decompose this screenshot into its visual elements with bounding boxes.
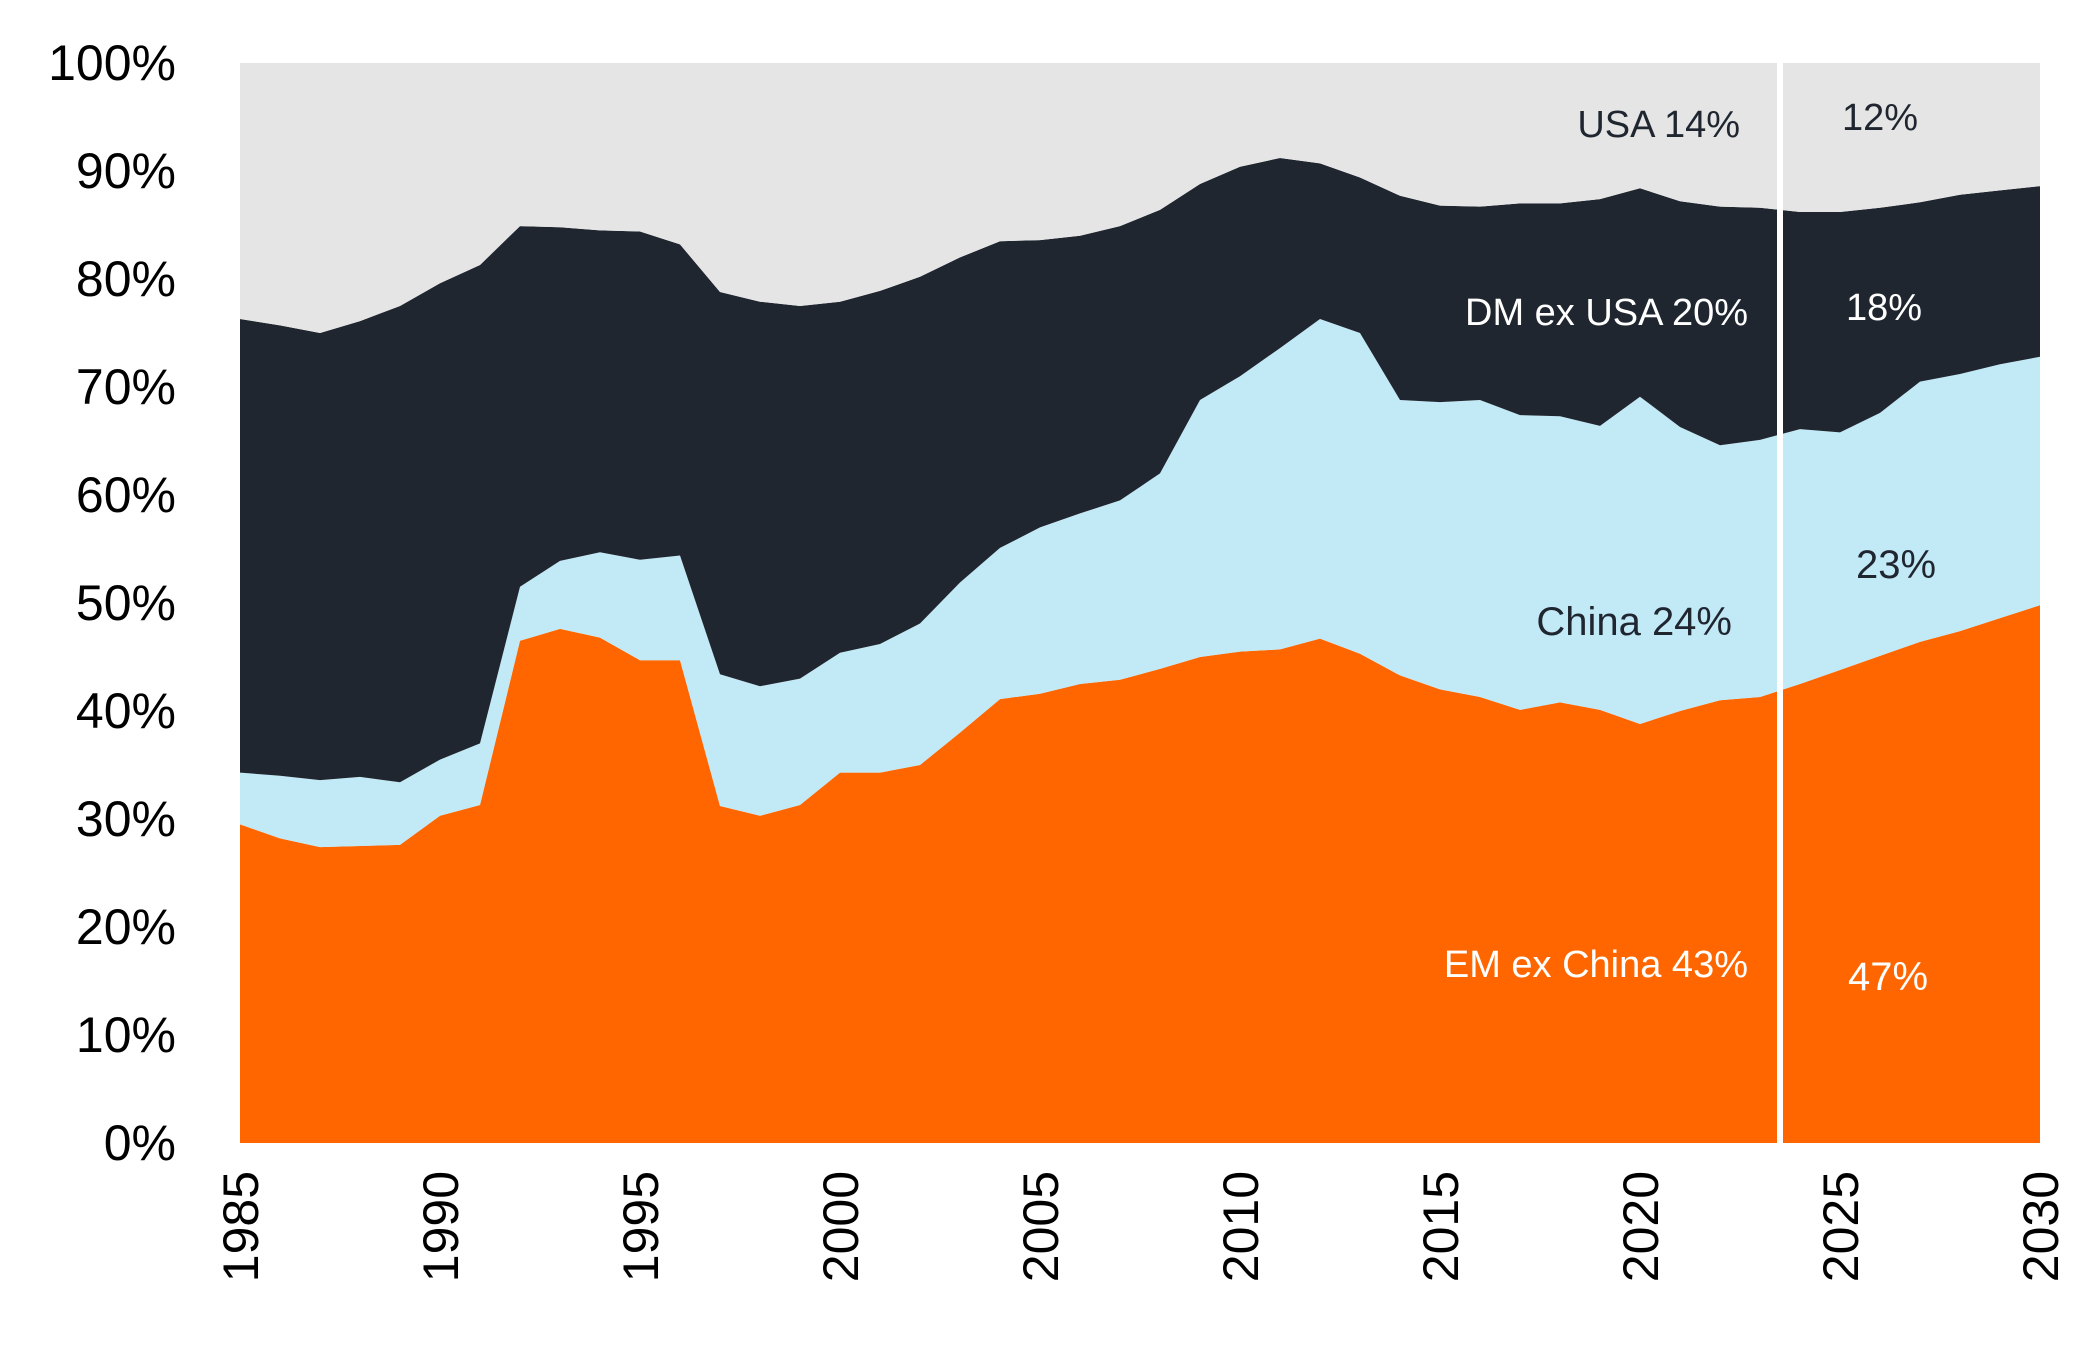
y-tick-label: 10% — [76, 1007, 176, 1063]
label-dm-ex-usa-projected: 18% — [1846, 287, 1922, 329]
x-tick-label: 2000 — [813, 1171, 869, 1282]
label-usa-historical: USA 14% — [1577, 104, 1740, 146]
label-usa-projected: 12% — [1842, 97, 1918, 139]
area-usa — [240, 63, 2040, 333]
x-tick-label: 1985 — [213, 1171, 269, 1282]
y-tick-label: 100% — [48, 35, 176, 91]
y-tick-label: 90% — [76, 143, 176, 199]
y-tick-label: 40% — [76, 683, 176, 739]
y-tick-label: 80% — [76, 251, 176, 307]
x-tick-label: 2020 — [1613, 1171, 1669, 1282]
x-tick-label: 1995 — [613, 1171, 669, 1282]
x-tick-label: 2030 — [2013, 1171, 2069, 1282]
x-tick-label: 2025 — [1813, 1171, 1869, 1282]
label-china-historical: China 24% — [1536, 600, 1732, 644]
y-tick-label: 60% — [76, 467, 176, 523]
y-tick-label: 50% — [76, 575, 176, 631]
x-tick-label: 2005 — [1013, 1171, 1069, 1282]
label-china-projected: 23% — [1856, 543, 1936, 587]
y-tick-label: 30% — [76, 791, 176, 847]
label-em-ex-china-projected: 47% — [1848, 955, 1928, 999]
y-axis-tick-labels: 0% 10% 20% 30% 40% 50% 60% 70% 80% 90% 100% — [48, 35, 176, 1171]
x-axis-tick-labels: 1985 1990 1995 2000 2005 2010 2015 2020 2025 2030 — [213, 1171, 2069, 1282]
area-dm-ex-usa — [240, 158, 2040, 783]
area-em-ex-china — [240, 605, 2040, 1143]
label-dm-ex-usa-historical: DM ex USA 20% — [1465, 292, 1748, 334]
area-series-group — [240, 63, 2040, 1143]
label-em-ex-china-historical: EM ex China 43% — [1444, 944, 1748, 986]
y-tick-label: 70% — [76, 359, 176, 415]
x-tick-label: 1990 — [413, 1171, 469, 1282]
area-china — [240, 319, 2040, 848]
x-tick-label: 2015 — [1413, 1171, 1469, 1282]
y-tick-label: 20% — [76, 899, 176, 955]
y-tick-label: 0% — [104, 1115, 176, 1171]
x-tick-label: 2010 — [1213, 1171, 1269, 1282]
